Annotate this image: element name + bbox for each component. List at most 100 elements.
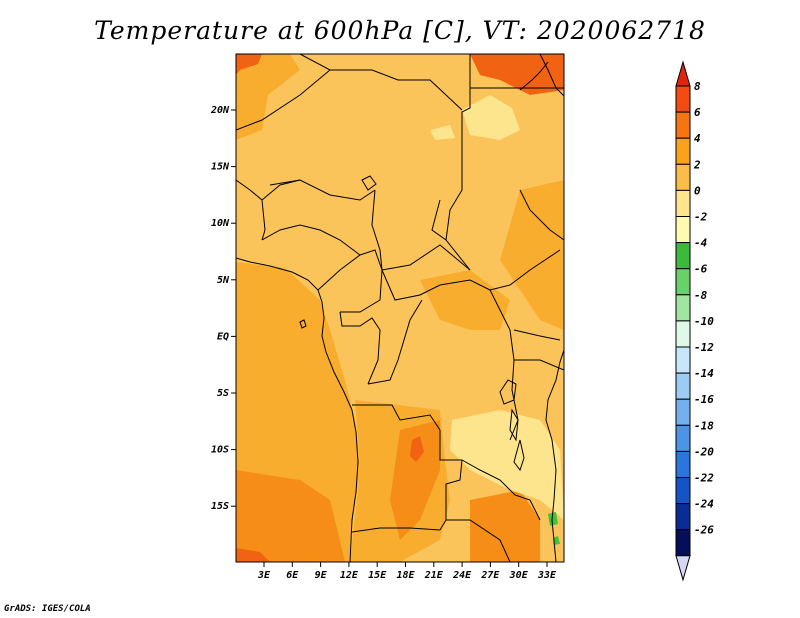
colorbar-top-arrow [675,60,691,87]
colorbar-box [675,216,691,244]
border-mali-algeria [236,69,331,131]
colorbar-label: -16 [694,393,714,406]
colorbar-label: -4 [694,237,708,250]
field-region-red-orange-angola [410,436,424,462]
colorbar-box [675,111,691,139]
colorbar-box [675,163,691,191]
field-region-red-orange-ne [470,54,564,95]
border-cameroon [317,249,383,313]
colorbar-label: 0 [694,184,701,197]
lon-label: 18E [396,570,415,581]
longitude-labels: 3E 6E 9E 12E 15E 18E 21E 24E 27E 30E 33E [257,562,557,581]
colorbar-label: -6 [694,263,708,276]
field-region-red-orange-nw [236,54,262,75]
border-south [446,519,511,562]
colorbar-box [675,294,691,322]
map-title: Temperature at 600hPa [C], VT: 202006271… [94,16,706,45]
lat-label: EQ [217,331,229,342]
border-angola-north [352,404,441,431]
latitude-labels: 20N 15N 10N 5N EQ 5S 10S 15S [210,105,236,512]
colorbar-box [675,372,691,400]
colorbar-label: -10 [694,315,714,328]
colorbar-box [675,477,691,505]
colorbar-label: 8 [694,80,701,93]
field-region-orange-west [236,54,300,140]
border-zambia [461,459,541,521]
colorbar-box [675,503,691,531]
lake-tanganyika [509,408,519,442]
coastline-west [236,257,359,562]
grads-credit: GrADS: IGES/COLA [4,604,91,614]
field-region-dark-orange-south [390,420,440,540]
lon-label: 27E [480,570,500,581]
lon-label: 3E [257,570,271,581]
colorbar-label: -20 [694,445,714,458]
colorbar-box [675,85,691,113]
border-kenya-uganda [513,329,561,341]
field-region-green-2 [553,536,560,545]
colorbar-box [675,137,691,165]
field-region-yellow-se [450,410,564,520]
field-region-orange-east [500,180,564,330]
border-drc-west [367,299,423,385]
colorbar-label: 4 [694,132,701,145]
border-car-north [381,244,471,271]
border-car-south [381,269,491,301]
colorbar-label: 6 [694,106,701,119]
temperature-field [236,54,564,562]
colorbar-box [675,320,691,348]
border-west-africa-2 [261,179,301,201]
border-nile-delta [519,61,549,91]
lat-label: 5S [217,388,229,399]
lon-label: 30E [509,570,529,581]
colorbar-box [675,268,691,296]
border-angola-south [351,527,441,533]
lake-victoria [499,379,517,405]
map-frame [235,53,565,563]
lat-label: 15N [211,162,230,173]
border-sahara-line [299,54,463,111]
red-sea-coast [539,54,564,97]
lat-label: 20N [210,105,230,116]
colorbar-label: 2 [693,158,701,171]
border-ethiopia [519,189,564,241]
colorbar-label: -22 [694,472,714,485]
border-tanzania [514,359,564,371]
colorbar-box [675,424,691,452]
border-libya-egypt [445,54,471,241]
field-region-yellow-libya [430,125,455,140]
field-region-green-1 [548,512,558,526]
lon-label: 15E [368,570,387,581]
lon-label: 33E [537,570,557,581]
colorbar-box [675,529,691,557]
colorbar-box [675,189,691,217]
colorbar-label: -2 [694,211,708,224]
field-region-red-orange-sw [236,548,270,562]
lon-label: 24E [452,570,472,581]
colorbar-label: -8 [694,289,708,302]
colorbar: 8 6 4 2 0 -2 -4 -6 -8 -10 -12 -14 -16 -18 -20 -22 -24 -26 [675,60,714,582]
colorbar-label: -24 [694,498,714,511]
lon-label: 6E [286,570,299,581]
coastline-east [545,349,564,562]
border-congo-gabon [339,311,381,385]
colorbar-box [675,242,691,270]
lon-label: 12E [340,570,359,581]
field-region-dark-orange-coast [236,470,345,562]
lon-label: 9E [315,570,328,581]
border-sudan-south [489,249,561,291]
colorbar-label: -18 [694,419,714,432]
field-region-yellow-sudan [462,95,520,140]
lon-label: 21E [424,570,444,581]
field-region-dark-orange-se [470,490,540,562]
colorbar-label: -14 [694,367,714,380]
border-niger-nigeria [269,179,376,201]
colorbar-label: -26 [694,524,714,537]
island-bioko [299,319,307,329]
country-borders [236,54,564,562]
colorbar-box [675,398,691,426]
lat-label: 10S [211,445,229,456]
colorbar-box [675,450,691,478]
lake-malawi [513,439,525,472]
border-chad-east [431,199,471,271]
